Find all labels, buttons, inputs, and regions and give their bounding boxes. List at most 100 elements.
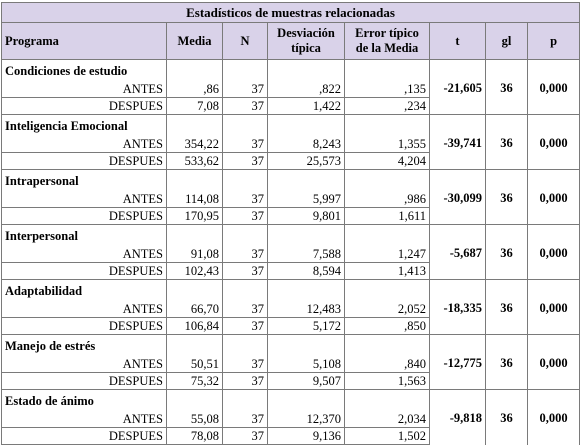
empty-cell [222, 114, 268, 136]
error-value: 1,563 [344, 372, 430, 390]
t-value: -5,687 [429, 224, 486, 280]
empty-cell [267, 114, 345, 136]
table-row-antes: ANTES 66,70 37 12,483 2,052 [1, 301, 580, 318]
media-value: 170,95 [166, 207, 223, 225]
row-label: DESPUES [1, 152, 167, 170]
error-value: 2,034 [344, 411, 430, 428]
table-row-antes: ANTES 55,08 37 12,370 2,034 [1, 411, 580, 428]
empty-cell [344, 224, 430, 246]
group-name: Condiciones de estudio [1, 59, 167, 81]
t-value: -18,335 [429, 279, 486, 335]
table-title: Estadísticos de muestras relacionadas [0, 2, 581, 23]
error-value: 1,611 [344, 207, 430, 225]
n-value: 37 [222, 97, 268, 115]
empty-cell [222, 279, 268, 301]
empty-cell [267, 169, 345, 191]
header-error-line2: de la Media [355, 41, 419, 55]
desviacion-value: ,822 [267, 81, 345, 98]
desviacion-value: 9,507 [267, 372, 345, 390]
group-name: Interpersonal [1, 224, 167, 246]
desviacion-value: 5,108 [267, 356, 345, 373]
n-value: 37 [222, 152, 268, 170]
empty-cell [166, 59, 223, 81]
table-row-despues: DESPUES 533,62 37 25,573 4,204 [1, 152, 580, 170]
empty-cell [222, 59, 268, 81]
empty-cell [166, 224, 223, 246]
media-value: 66,70 [166, 301, 223, 318]
table-row-despues: DESPUES 78,08 37 9,136 1,502 [1, 427, 580, 445]
media-value: 50,51 [166, 356, 223, 373]
row-label: DESPUES [1, 372, 167, 390]
empty-cell [166, 334, 223, 356]
desviacion-value: 9,801 [267, 207, 345, 225]
n-value: 37 [222, 262, 268, 280]
n-value: 37 [222, 246, 268, 263]
empty-cell [267, 224, 345, 246]
gl-value: 36 [485, 279, 528, 335]
row-label: ANTES [1, 246, 167, 263]
gl-value: 36 [485, 114, 528, 170]
table-row-antes: ANTES 50,51 37 5,108,840 [1, 356, 580, 373]
media-value: ,86 [166, 81, 223, 98]
empty-cell [344, 114, 430, 136]
gl-value: 36 [485, 389, 528, 445]
empty-cell [267, 334, 345, 356]
table-row-despues: DESPUES 102,43 37 8,594 1,413 [1, 262, 580, 280]
header-error-line1: Error típico [355, 26, 419, 40]
desviacion-value: 9,136 [267, 427, 345, 445]
header-programa: Programa [1, 22, 167, 60]
row-label: DESPUES [1, 207, 167, 225]
n-value: 37 [222, 136, 268, 153]
error-value: 4,204 [344, 152, 430, 170]
media-value: 354,22 [166, 136, 223, 153]
p-value: 0,000 [526, 334, 581, 390]
group-name: Intrapersonal [1, 169, 167, 191]
table-row-despues: DESPUES 170,95 37 9,801 1,611 [1, 207, 580, 225]
header-desviacion-line2: típica [291, 41, 321, 55]
error-value: ,135 [344, 81, 430, 98]
row-label: ANTES [1, 81, 167, 98]
media-value: 78,08 [166, 427, 223, 445]
media-value: 102,43 [166, 262, 223, 280]
table-row-antes: ANTES 354,22 37 8,243 1,355 [1, 136, 580, 153]
desviacion-value: 5,997 [267, 191, 345, 208]
row-label: ANTES [1, 191, 167, 208]
empty-cell [344, 279, 430, 301]
media-value: 91,08 [166, 246, 223, 263]
group-name: Estado de ánimo [1, 389, 167, 411]
error-value: ,234 [344, 97, 430, 115]
n-value: 37 [222, 372, 268, 390]
n-value: 37 [222, 427, 268, 445]
table-body: Condiciones de estudio -21,605 36 0,000 ANTE… [1, 59, 581, 445]
table-row-despues: DESPUES 7,08 37 1,422,234 [1, 97, 580, 115]
group-header-row: Intrapersonal -30,099 36 0,000 [1, 169, 581, 225]
header-t: t [429, 22, 486, 60]
empty-cell [222, 169, 268, 191]
gl-value: 36 [485, 334, 528, 390]
error-value: ,986 [344, 191, 430, 208]
media-value: 75,32 [166, 372, 223, 390]
group-name: Adaptabilidad [1, 279, 167, 301]
row-label: DESPUES [1, 317, 167, 335]
desviacion-value: 1,422 [267, 97, 345, 115]
error-value: 2,052 [344, 301, 430, 318]
empty-cell [267, 389, 345, 411]
empty-cell [267, 59, 345, 81]
header-error: Error típico de la Media [344, 22, 430, 60]
header-media: Media [166, 22, 223, 60]
empty-cell [166, 114, 223, 136]
row-label: ANTES [1, 136, 167, 153]
row-label: ANTES [1, 411, 167, 428]
n-value: 37 [222, 207, 268, 225]
error-value: ,850 [344, 317, 430, 335]
media-value: 55,08 [166, 411, 223, 428]
p-value: 0,000 [526, 114, 581, 170]
empty-cell [344, 389, 430, 411]
empty-cell [222, 389, 268, 411]
error-value: 1,355 [344, 136, 430, 153]
p-value: 0,000 [526, 59, 581, 115]
p-value: 0,000 [526, 224, 581, 280]
row-label: ANTES [1, 301, 167, 318]
t-value: -21,605 [429, 59, 486, 115]
